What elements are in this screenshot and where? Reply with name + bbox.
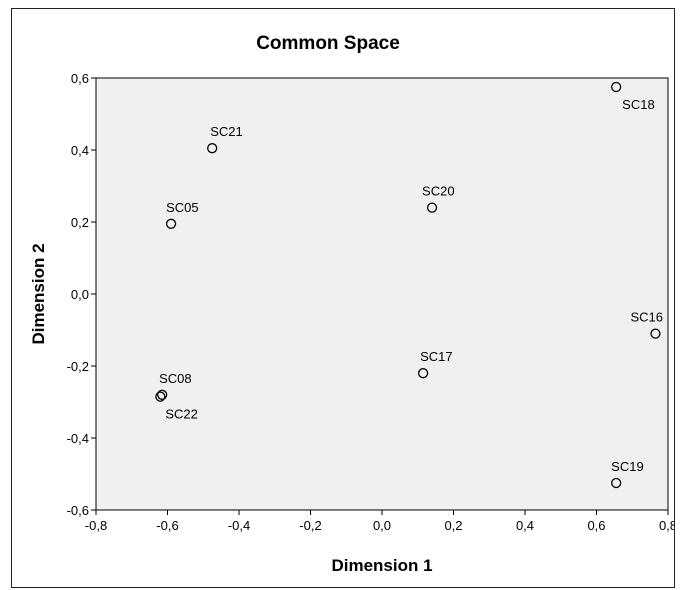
x-tick-label: -0,4 [228, 518, 250, 533]
point-label: SC19 [611, 459, 644, 474]
y-tick-label: 0,0 [71, 287, 89, 302]
point-label: SC20 [422, 184, 455, 199]
data-point [207, 143, 218, 154]
data-point [426, 202, 438, 213]
x-axis-label: Dimension 1 [331, 556, 432, 575]
y-axis: -0,6 -0,4 -0,2 0,0 0,2 0,4 0,6 [67, 71, 96, 518]
x-tick-label: 0,8 [659, 518, 674, 533]
y-tick-label: -0,4 [67, 431, 89, 446]
scatter-chart: Common Space -0,8 -0,6 -0,4 -0,2 0,0 0,2 0,4 0,… [29, 33, 674, 575]
y-tick-label: 0,2 [71, 215, 89, 230]
chart-frame: Common Space -0,8 -0,6 -0,4 -0,2 0,0 0,2 0,4 0,… [11, 8, 675, 588]
point-label: SC22 [165, 407, 198, 422]
chart-title: Common Space [256, 33, 400, 54]
x-tick-label: -0,2 [299, 518, 321, 533]
point-label: SC05 [166, 200, 199, 215]
point-label: SC18 [622, 97, 655, 112]
point-label: SC17 [420, 349, 453, 364]
data-point [611, 81, 622, 93]
y-axis-label: Dimension 2 [29, 243, 48, 344]
x-tick-label: 0,2 [444, 518, 462, 533]
plot-area [95, 77, 669, 511]
y-tick-label: 0,6 [71, 71, 89, 86]
x-tick-label: -0,8 [85, 518, 107, 533]
point-label: SC08 [159, 371, 192, 386]
data-point [165, 218, 177, 229]
point-label: SC16 [630, 310, 663, 325]
y-tick-label: 0,4 [71, 143, 89, 158]
y-tick-label: -0,2 [67, 359, 89, 374]
y-tick-label: -0,6 [67, 503, 89, 518]
x-tick-label: -0,6 [156, 518, 178, 533]
data-point [650, 328, 661, 339]
data-point [417, 368, 429, 379]
x-axis: -0,8 -0,6 -0,4 -0,2 0,0 0,2 0,4 0,6 0,8 [85, 510, 674, 533]
data-points: SC18 SC21 SC20 SC05 SC16 SC17 SC08 SC22 SC19 [155, 81, 663, 489]
x-tick-label: 0,6 [587, 518, 605, 533]
data-point [611, 477, 622, 489]
x-tick-label: 0,4 [516, 518, 534, 533]
data-point [156, 389, 168, 400]
data-point [155, 391, 166, 402]
point-label: SC21 [210, 124, 243, 139]
x-tick-label: 0,0 [373, 518, 391, 533]
